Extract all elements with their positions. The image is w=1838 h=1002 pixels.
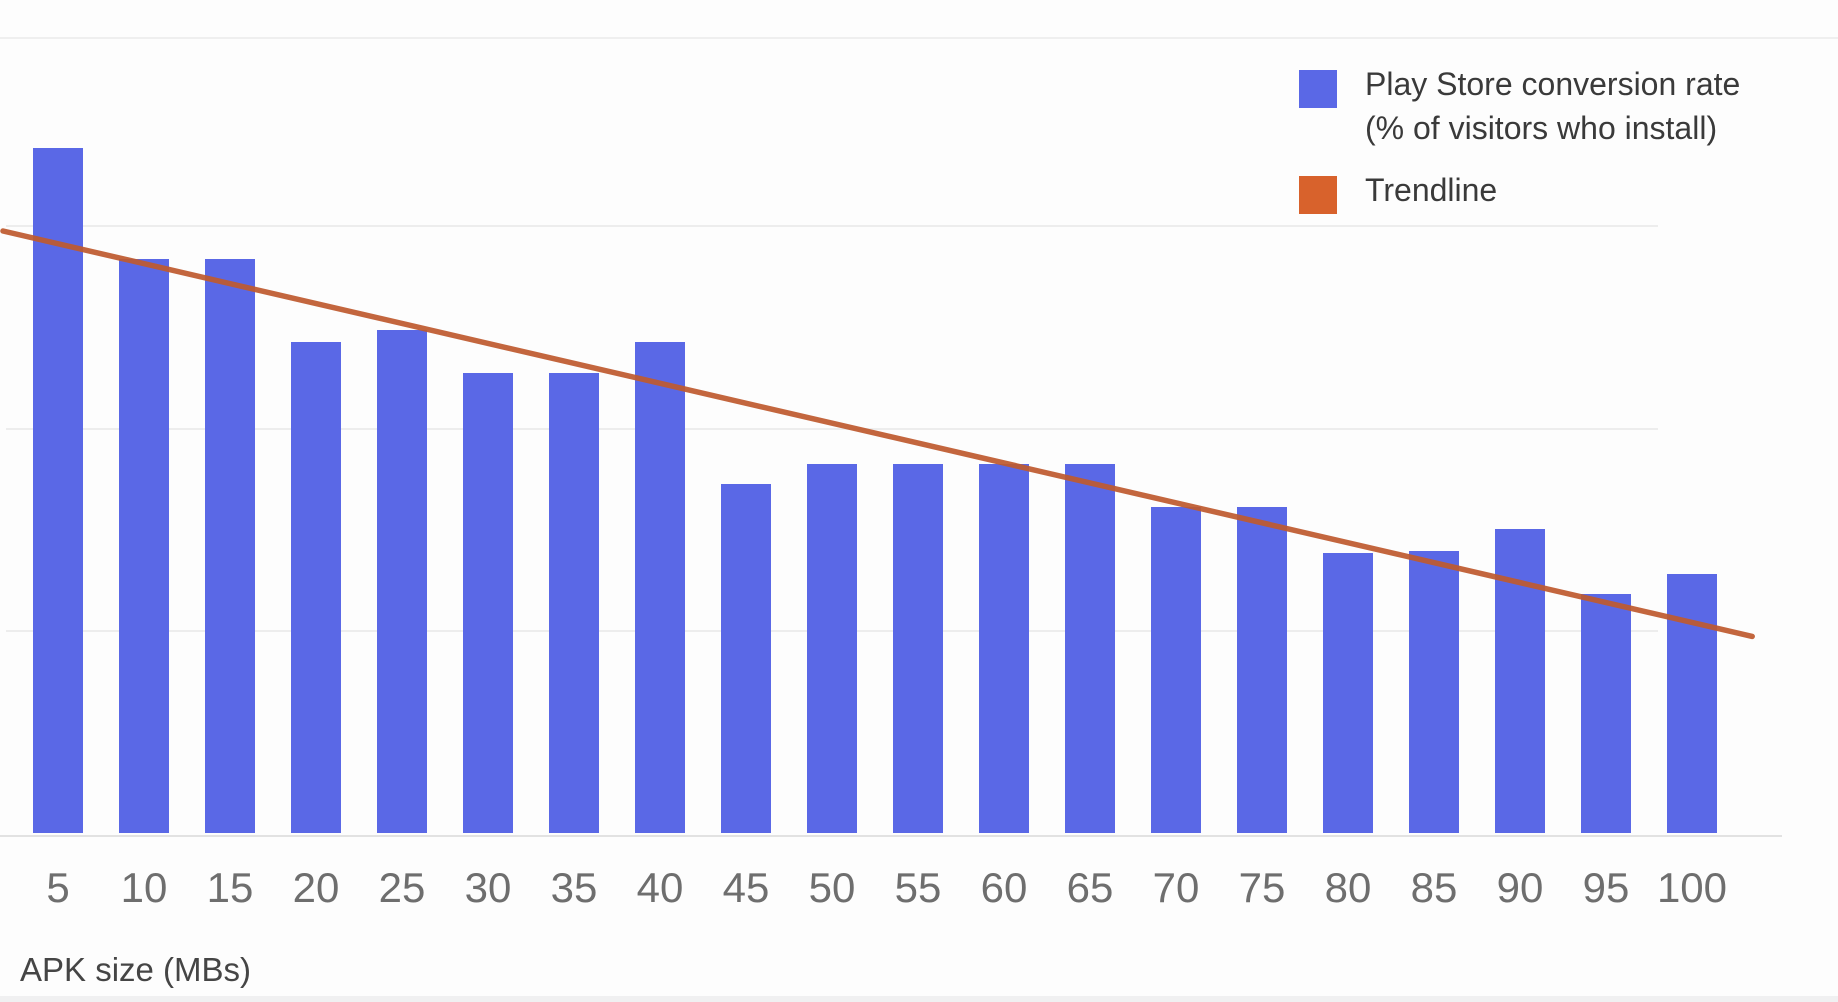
x-tick-label: 80 [1324,864,1372,911]
conversion-rate-swatch [1299,70,1337,108]
bar [1323,553,1373,833]
bar [549,373,599,833]
x-tick-label: 50 [808,864,856,911]
bar [205,259,255,833]
top-divider-line [0,37,1838,39]
x-tick-label: 85 [1410,864,1458,911]
bar [1151,507,1201,833]
legend-line-1: Play Store conversion rate [1365,66,1741,102]
legend-line-2: (% of visitors who install) [1365,110,1718,146]
x-tick-label: 65 [1066,864,1114,911]
bar [1581,594,1631,833]
bar [291,342,341,833]
bar [721,484,771,833]
x-tick-label: 75 [1238,864,1286,911]
bar [33,148,83,833]
x-tick-label: 45 [722,864,770,911]
bar [463,373,513,833]
trendline [0,228,1755,640]
x-tick-label: 70 [1152,864,1200,911]
legend-label-conversion-rate: Play Store conversion rate (% of visitor… [1365,62,1740,150]
x-tick-label: 5 [46,864,70,911]
x-tick-label: 55 [894,864,942,911]
x-tick-label: 60 [980,864,1028,911]
x-tick-label: 15 [206,864,254,911]
bar [1237,507,1287,833]
bar [1065,464,1115,833]
bar [979,464,1029,833]
bar [1495,529,1545,833]
x-tick-label: 90 [1496,864,1544,911]
x-tick-label: 35 [550,864,598,911]
bar [635,342,685,833]
bottom-edge-strip [0,996,1838,1002]
gridline [6,225,1658,227]
legend-line-1: Trendline [1365,172,1498,208]
x-tick-label: 30 [464,864,512,911]
x-tick-label: 95 [1582,864,1630,911]
x-tick-label: 10 [120,864,168,911]
bar [119,259,169,833]
legend-label-trendline: Trendline [1365,168,1497,212]
bar [1667,574,1717,833]
legend-item-trendline: Trendline [1299,168,1799,214]
trendline-swatch [1299,176,1337,214]
bar [377,330,427,833]
legend: Play Store conversion rate (% of visitor… [1299,62,1799,214]
x-tick-label: 100 [1656,864,1728,911]
x-tick-label: 20 [292,864,340,911]
bar [807,464,857,833]
bar [1409,551,1459,833]
x-axis-line [0,835,1782,837]
x-tick-label: 25 [378,864,426,911]
bar [893,464,943,833]
legend-item-conversion-rate: Play Store conversion rate (% of visitor… [1299,62,1799,150]
x-tick-label: 40 [636,864,684,911]
x-axis-title: APK size (MBs) [20,951,252,988]
